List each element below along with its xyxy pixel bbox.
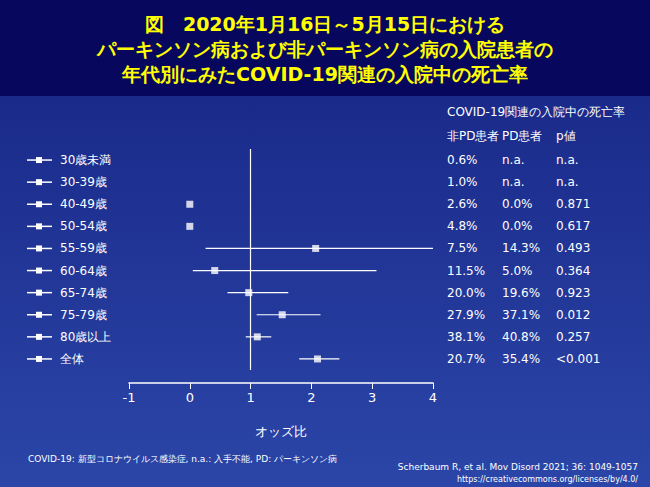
- svg-text:0.0%: 0.0%: [502, 197, 533, 211]
- svg-text:4.8%: 4.8%: [447, 219, 478, 233]
- svg-text:40.8%: 40.8%: [502, 330, 540, 344]
- svg-text:図 2020年1月16日～5月15日における: 図 2020年1月16日～5月15日における: [145, 13, 505, 35]
- svg-text:COVID-19関連の入院中の死亡率: COVID-19関連の入院中の死亡率: [447, 105, 625, 119]
- svg-text:非PD患者: 非PD患者: [447, 129, 499, 143]
- svg-text:2: 2: [307, 390, 315, 405]
- svg-text:20.7%: 20.7%: [447, 352, 485, 366]
- svg-text:p値: p値: [556, 129, 576, 143]
- svg-text:0.923: 0.923: [556, 286, 590, 300]
- svg-text:0.871: 0.871: [556, 197, 590, 211]
- svg-text:COVID-19: 新型コロナウイルス感染症, n.a.:: COVID-19: 新型コロナウイルス感染症, n.a.: 入手不能, PD: …: [28, 454, 337, 464]
- svg-text:n.a.: n.a.: [502, 153, 525, 167]
- svg-text:30歳未満: 30歳未満: [60, 153, 111, 167]
- svg-text:80歳以上: 80歳以上: [60, 330, 111, 344]
- svg-text:0.493: 0.493: [556, 241, 590, 255]
- svg-text:2.6%: 2.6%: [447, 197, 478, 211]
- svg-text:n.a.: n.a.: [502, 175, 525, 189]
- svg-text:0.617: 0.617: [556, 219, 590, 233]
- svg-text:0.364: 0.364: [556, 264, 590, 278]
- svg-text:60-64歳: 60-64歳: [60, 264, 107, 278]
- svg-text:https://creativecommons.org/li: https://creativecommons.org/licenses/by/…: [457, 475, 638, 484]
- svg-text:55-59歳: 55-59歳: [60, 241, 107, 255]
- svg-text:4: 4: [429, 390, 437, 405]
- svg-text:5.0%: 5.0%: [502, 264, 533, 278]
- svg-text:0.6%: 0.6%: [447, 153, 478, 167]
- svg-text:全体: 全体: [60, 352, 84, 366]
- svg-text:11.5%: 11.5%: [447, 264, 485, 278]
- svg-text:19.6%: 19.6%: [502, 286, 540, 300]
- svg-text:1: 1: [246, 390, 254, 405]
- svg-text:<0.001: <0.001: [556, 352, 600, 366]
- svg-text:40-49歳: 40-49歳: [60, 197, 107, 211]
- svg-text:35.4%: 35.4%: [502, 352, 540, 366]
- svg-text:27.9%: 27.9%: [447, 308, 485, 322]
- svg-text:年代別にみたCOVID-19関連の入院中の死亡率: 年代別にみたCOVID-19関連の入院中の死亡率: [121, 63, 528, 85]
- svg-text:Scherbaum R, et al. Mov Disord: Scherbaum R, et al. Mov Disord 2021; 36:…: [398, 462, 638, 472]
- svg-text:0.0%: 0.0%: [502, 219, 533, 233]
- svg-text:37.1%: 37.1%: [502, 308, 540, 322]
- svg-text:n.a.: n.a.: [556, 153, 579, 167]
- svg-text:3: 3: [368, 390, 376, 405]
- svg-text:パーキンソン病および非パーキンソン病の入院患者の: パーキンソン病および非パーキンソン病の入院患者の: [96, 38, 553, 60]
- svg-text:オッズ比: オッズ比: [255, 424, 307, 439]
- svg-text:65-74歳: 65-74歳: [60, 286, 107, 300]
- svg-text:50-54歳: 50-54歳: [60, 219, 107, 233]
- svg-text:14.3%: 14.3%: [502, 241, 540, 255]
- svg-text:30-39歳: 30-39歳: [60, 175, 107, 189]
- svg-text:20.0%: 20.0%: [447, 286, 485, 300]
- svg-text:PD患者: PD患者: [502, 129, 542, 143]
- svg-text:n.a.: n.a.: [556, 175, 579, 189]
- svg-text:0.257: 0.257: [556, 330, 590, 344]
- svg-text:75-79歳: 75-79歳: [60, 308, 107, 322]
- svg-text:-1: -1: [123, 390, 136, 405]
- svg-text:38.1%: 38.1%: [447, 330, 485, 344]
- svg-text:7.5%: 7.5%: [447, 241, 478, 255]
- svg-text:0: 0: [186, 390, 194, 405]
- svg-text:0.012: 0.012: [556, 308, 590, 322]
- svg-text:1.0%: 1.0%: [447, 175, 478, 189]
